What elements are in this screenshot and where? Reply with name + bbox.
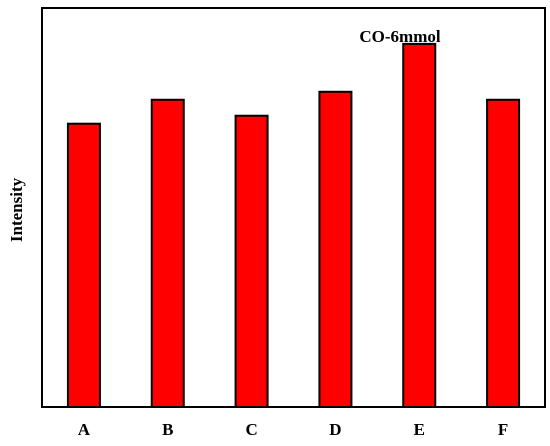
bar [318, 90, 353, 408]
bar [486, 98, 521, 409]
x-tick-label: C [245, 420, 257, 439]
x-tick-label: F [498, 420, 508, 439]
bar [66, 122, 101, 409]
x-tick-label: D [329, 420, 341, 439]
x-tick-label: B [162, 420, 173, 439]
plot-frame [41, 7, 546, 408]
bar [150, 98, 185, 409]
annotation: CO-6mmol [359, 27, 440, 46]
bar [402, 42, 437, 408]
x-tick-label: E [414, 420, 425, 439]
y-axis-label: Intensity [7, 177, 26, 242]
x-tick-label: A [78, 420, 91, 439]
bar [234, 114, 269, 408]
